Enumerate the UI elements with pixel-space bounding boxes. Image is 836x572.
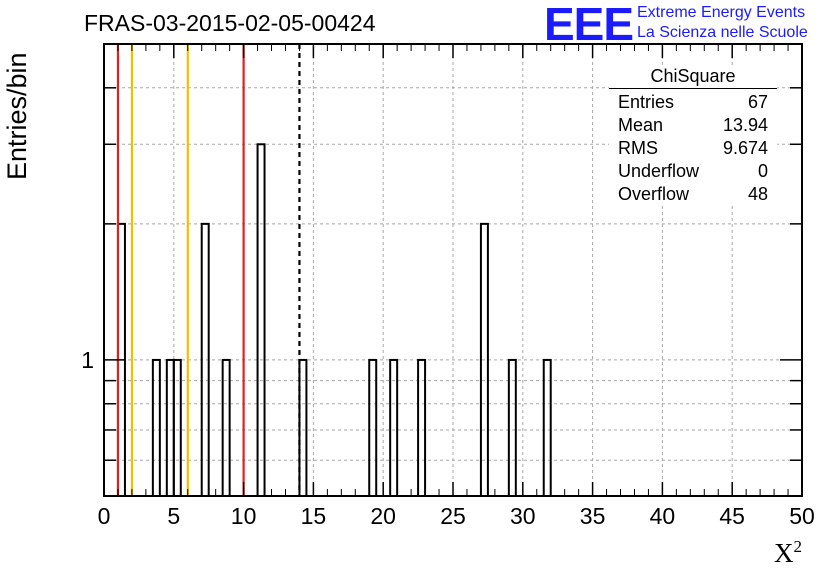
stats-value: 48 xyxy=(747,184,768,204)
chart-title: FRAS-03-2015-02-05-00424 xyxy=(84,10,376,36)
x-axis-label: X2 xyxy=(774,537,802,568)
stats-row-underflow: Underflow 0 xyxy=(609,160,777,183)
x-tick-label: 45 xyxy=(719,503,745,529)
x-tick-label: 15 xyxy=(301,503,327,529)
stats-label: Entries xyxy=(618,92,675,112)
stats-row-mean: Mean 13.94 xyxy=(609,114,777,137)
grid-lines xyxy=(104,44,802,496)
stats-value: 0 xyxy=(757,161,768,181)
axis-ticks xyxy=(103,44,803,496)
eee-logo: EEE xyxy=(544,0,634,50)
y-axis-label: Entries/bin xyxy=(2,52,32,180)
histogram-bars xyxy=(116,143,552,497)
x-tick-label: 10 xyxy=(231,503,257,529)
stats-value: 67 xyxy=(747,92,768,112)
reference-lines xyxy=(116,44,301,496)
stats-label: Mean xyxy=(618,115,664,135)
x-tick-label: 40 xyxy=(650,503,676,529)
stats-row-overflow: Overflow 48 xyxy=(609,183,777,206)
x-tick-label: 5 xyxy=(167,503,180,529)
stats-row-entries: Entries 67 xyxy=(609,91,777,114)
x-tick-label: 0 xyxy=(98,503,111,529)
stats-label: Underflow xyxy=(618,161,700,181)
x-tick-label: 50 xyxy=(789,503,815,529)
stats-box: ChiSquare Entries 67 Mean 13.94 RMS 9.67… xyxy=(609,66,777,206)
x-tick-label: 25 xyxy=(440,503,466,529)
logo-line-1: Extreme Energy Events xyxy=(637,4,806,21)
stats-title: ChiSquare xyxy=(609,66,777,89)
x-tick-label: 30 xyxy=(510,503,536,529)
stats-value: 9.674 xyxy=(722,138,768,158)
logo-line-2: La Scienza nelle Scuole xyxy=(637,24,808,41)
y-tick-label: 1 xyxy=(81,347,94,373)
stats-label: Overflow xyxy=(618,184,690,204)
stats-value: 13.94 xyxy=(722,115,768,135)
x-tick-label: 35 xyxy=(580,503,606,529)
x-tick-label: 20 xyxy=(370,503,396,529)
histogram-bar xyxy=(256,143,266,497)
stats-label: RMS xyxy=(618,138,658,158)
axis-tick-labels: 0 5 10 15 20 25 30 35 40 45 50 1 xyxy=(81,347,815,529)
stats-row-rms: RMS 9.674 xyxy=(609,137,777,160)
